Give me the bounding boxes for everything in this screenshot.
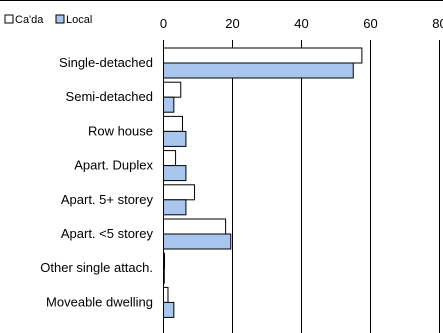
category-label: Row house <box>88 123 153 138</box>
bar-canada <box>163 115 183 132</box>
x-tick-label: 0 <box>160 16 167 31</box>
bar-canada <box>163 81 182 98</box>
category-label: Other single attach. <box>40 260 153 275</box>
bar-canada <box>163 184 196 201</box>
category-label: Apart. Duplex <box>74 158 153 173</box>
legend-label-1: Ca'da <box>15 14 44 26</box>
legend-label-2: Local <box>66 14 92 26</box>
bar-canada <box>163 150 177 167</box>
legend-swatch-2 <box>55 14 65 24</box>
x-tick-labels: 0 20 40 60 80 <box>160 16 443 31</box>
bar-local <box>163 62 354 79</box>
legend: Ca'da Local <box>4 14 92 26</box>
x-tick-label: 20 <box>225 16 239 31</box>
bar-local <box>163 165 187 182</box>
category-label: Apart. 5+ storey <box>61 192 154 207</box>
bar-local <box>163 199 187 216</box>
x-tick-label: 80 <box>432 16 443 31</box>
category-label: Semi-detached <box>66 89 153 104</box>
bar-canada <box>163 286 169 303</box>
bar-local <box>163 233 232 250</box>
bar-local <box>163 130 187 147</box>
x-tick-label: 60 <box>363 16 377 31</box>
legend-swatch-1 <box>4 14 14 24</box>
bar-canada <box>163 218 227 235</box>
category-label: Moveable dwelling <box>46 294 153 309</box>
bar-canada <box>163 47 363 64</box>
gridlines <box>232 40 440 333</box>
category-label: Single-detached <box>59 55 153 70</box>
category-labels: Single-detached Semi-detached Row house Apa… <box>40 55 153 309</box>
category-label: Apart. <5 storey <box>61 226 154 241</box>
bars <box>163 47 363 318</box>
bar-local <box>163 301 175 318</box>
x-tick-label: 40 <box>294 16 308 31</box>
bar-local <box>163 96 175 113</box>
